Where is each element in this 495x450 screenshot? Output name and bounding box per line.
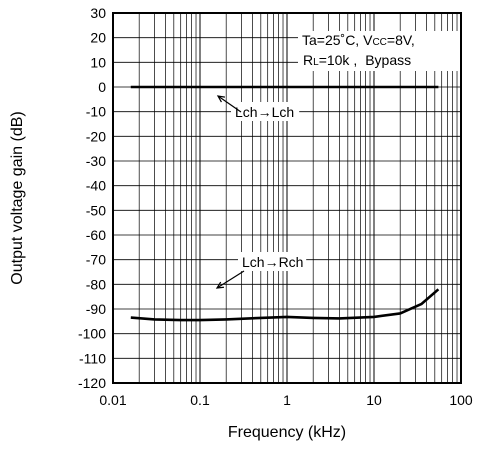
y-tick-label: -90 bbox=[86, 301, 106, 317]
conditions-line-2: RL=10k , Bypass bbox=[303, 52, 411, 68]
series-layer bbox=[130, 85, 440, 322]
annotation-arrow bbox=[217, 95, 242, 113]
y-tick-label: 0 bbox=[98, 79, 106, 95]
tick-labels: 3020100-10-20-30-40-50-60-70-80-90-100-1… bbox=[78, 5, 473, 408]
y-tick-label: 20 bbox=[90, 30, 106, 46]
x-tick-label: 1 bbox=[283, 392, 291, 408]
x-tick-label: 0.1 bbox=[190, 392, 210, 408]
annotation-bg bbox=[238, 252, 307, 271]
y-tick-label: -80 bbox=[86, 276, 106, 292]
y-tick-label: -120 bbox=[78, 375, 106, 391]
annotations: Lch→Lch Lch→Rch bbox=[215, 95, 307, 289]
annotation-label: Lch→Lch bbox=[235, 104, 294, 120]
grid bbox=[112, 12, 461, 384]
annotation-label: Lch→Rch bbox=[242, 254, 303, 270]
conditions-bg bbox=[298, 31, 460, 71]
x-tick-label: 10 bbox=[366, 392, 382, 408]
x-tick-label: 0.01 bbox=[99, 392, 126, 408]
annotation-arrow bbox=[216, 270, 245, 289]
annotation-arrowhead bbox=[215, 281, 225, 289]
y-tick-label: -10 bbox=[86, 104, 106, 120]
y-tick-label: -20 bbox=[86, 128, 106, 144]
y-tick-label: -30 bbox=[86, 153, 106, 169]
y-tick-label: -70 bbox=[86, 252, 106, 268]
y-tick-label: 30 bbox=[90, 5, 106, 21]
y-tick-label: -60 bbox=[86, 227, 106, 243]
x-axis-label: Frequency (kHz) bbox=[228, 424, 346, 441]
plot-frame bbox=[112, 12, 462, 384]
y-tick-label: 10 bbox=[90, 54, 106, 70]
y-tick-label: -40 bbox=[86, 178, 106, 194]
annotation-arrowhead bbox=[216, 95, 226, 103]
series-line-2 bbox=[130, 288, 440, 322]
y-tick-label: -100 bbox=[78, 326, 106, 342]
y-tick-label: -50 bbox=[86, 202, 106, 218]
conditions-note: Ta=25˚C, VCC=8V, RL=10k , Bypass bbox=[298, 31, 460, 71]
conditions-line-1: Ta=25˚C, VCC=8V, bbox=[302, 32, 415, 48]
x-tick-label: 100 bbox=[449, 392, 473, 408]
annotation-bg bbox=[231, 102, 300, 121]
y-axis-label: Output voltage gain (dB) bbox=[9, 111, 26, 284]
y-tick-label: -110 bbox=[79, 350, 106, 366]
